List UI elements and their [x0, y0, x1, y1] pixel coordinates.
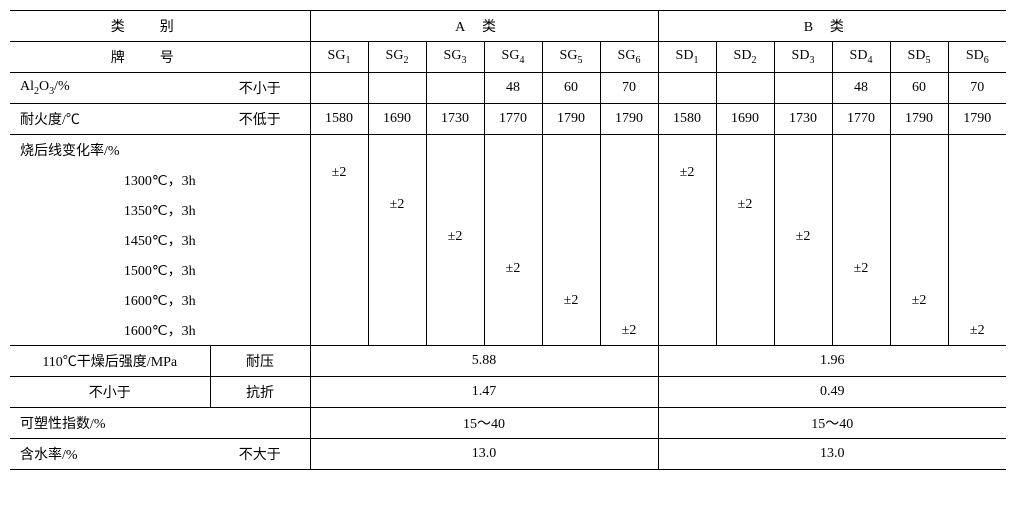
- strength-compress: 耐压: [210, 346, 310, 377]
- table-cell: ±2: [600, 135, 658, 346]
- al2o3-label: Al2O3/%: [10, 73, 210, 104]
- table-cell: ±2: [310, 135, 368, 346]
- spec-table: 类别 A类 B类 牌号 SG1 SG2 SG3 SG4 SG5 SG6 SD1 …: [10, 10, 1006, 470]
- grade-cell: SG4: [484, 42, 542, 73]
- table-cell: 1580: [658, 104, 716, 135]
- table-cell: 70: [600, 73, 658, 104]
- table-cell: ±2: [832, 135, 890, 346]
- grade-cell: SD1: [658, 42, 716, 73]
- refractoriness-label: 耐火度/℃: [10, 104, 210, 135]
- grade-cell: SG1: [310, 42, 368, 73]
- plasticity-label: 可塑性指数/%: [10, 408, 310, 439]
- cond-cell: 1500℃，3h: [10, 255, 310, 285]
- table-cell: [658, 73, 716, 104]
- water-qual: 不大于: [210, 439, 310, 470]
- table-cell: 70: [948, 73, 1006, 104]
- table-cell: [368, 73, 426, 104]
- table-cell: 1.96: [658, 346, 1006, 377]
- refractoriness-qual: 不低于: [210, 104, 310, 135]
- table-cell: 1790: [890, 104, 948, 135]
- cond-cell: 1600℃，3h: [10, 315, 310, 346]
- grade-cell: SG2: [368, 42, 426, 73]
- class-b-header: B类: [658, 11, 1006, 42]
- table-cell: 1790: [542, 104, 600, 135]
- linear-change-label: 烧后线变化率/%: [10, 135, 310, 166]
- cond-cell: 1600℃，3h: [10, 285, 310, 315]
- table-cell: ±2: [484, 135, 542, 346]
- table-cell: [774, 73, 832, 104]
- table-cell: ±2: [426, 135, 484, 346]
- table-cell: ±2: [948, 135, 1006, 346]
- table-cell: 15～40: [310, 408, 658, 439]
- table-cell: 1790: [600, 104, 658, 135]
- cond-cell: 1450℃，3h: [10, 225, 310, 255]
- table-cell: 1690: [716, 104, 774, 135]
- table-cell: 1.47: [310, 377, 658, 408]
- table-cell: ±2: [368, 135, 426, 346]
- table-cell: 48: [832, 73, 890, 104]
- grade-cell: SG5: [542, 42, 600, 73]
- category-header: 类别: [10, 11, 310, 42]
- cond-cell: 1350℃，3h: [10, 195, 310, 225]
- table-cell: 60: [890, 73, 948, 104]
- table-cell: ±2: [774, 135, 832, 346]
- grade-cell: SG6: [600, 42, 658, 73]
- strength-label-bottom: 不小于: [10, 377, 210, 408]
- grade-cell: SG3: [426, 42, 484, 73]
- table-cell: 1790: [948, 104, 1006, 135]
- grade-header: 牌号: [10, 42, 310, 73]
- table-cell: ±2: [542, 135, 600, 346]
- strength-label-top: 110℃干燥后强度/MPa: [10, 346, 210, 377]
- table-cell: 0.49: [658, 377, 1006, 408]
- strength-flex: 抗折: [210, 377, 310, 408]
- table-cell: [716, 73, 774, 104]
- table-cell: 1770: [832, 104, 890, 135]
- grade-cell: SD2: [716, 42, 774, 73]
- grade-cell: SD3: [774, 42, 832, 73]
- class-a-header: A类: [310, 11, 658, 42]
- table-cell: 15～40: [658, 408, 1006, 439]
- water-label: 含水率/%: [10, 439, 210, 470]
- table-cell: ±2: [716, 135, 774, 346]
- table-cell: 13.0: [658, 439, 1006, 470]
- table-cell: 60: [542, 73, 600, 104]
- table-cell: ±2: [658, 135, 716, 346]
- table-cell: 1770: [484, 104, 542, 135]
- table-cell: 48: [484, 73, 542, 104]
- grade-cell: SD6: [948, 42, 1006, 73]
- table-cell: 1580: [310, 104, 368, 135]
- al2o3-qual: 不小于: [210, 73, 310, 104]
- table-cell: 13.0: [310, 439, 658, 470]
- table-cell: 1730: [774, 104, 832, 135]
- table-cell: 1730: [426, 104, 484, 135]
- cond-cell: 1300℃，3h: [10, 165, 310, 195]
- grade-cell: SD5: [890, 42, 948, 73]
- table-cell: [310, 73, 368, 104]
- grade-cell: SD4: [832, 42, 890, 73]
- table-cell: ±2: [890, 135, 948, 346]
- table-cell: [426, 73, 484, 104]
- table-cell: 1690: [368, 104, 426, 135]
- table-cell: 5.88: [310, 346, 658, 377]
